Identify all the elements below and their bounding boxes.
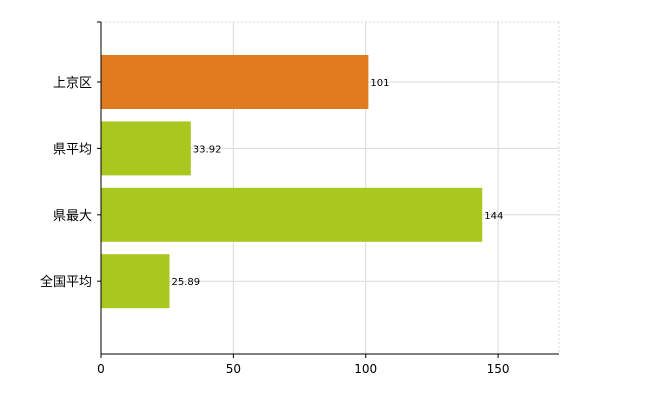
category-label: 上京区 <box>53 76 92 91</box>
x-tick-label: 100 <box>354 362 377 376</box>
bar <box>101 55 369 109</box>
data-label: 144 <box>484 211 503 222</box>
category-label: 県平均 <box>53 142 92 157</box>
category-label: 県最大 <box>53 209 92 224</box>
data-label: 25.89 <box>172 277 201 288</box>
x-tick-label: 150 <box>487 362 510 376</box>
bar <box>101 121 191 176</box>
axis-layer <box>97 21 559 358</box>
x-tick-label: 0 <box>97 362 105 376</box>
bar-layer <box>101 55 483 309</box>
data-label: 33.92 <box>193 144 222 155</box>
bar <box>101 254 170 309</box>
category-label: 全国平均 <box>40 274 92 290</box>
bar <box>101 187 483 242</box>
x-tick-label: 50 <box>226 362 241 376</box>
data-label: 101 <box>370 78 389 89</box>
